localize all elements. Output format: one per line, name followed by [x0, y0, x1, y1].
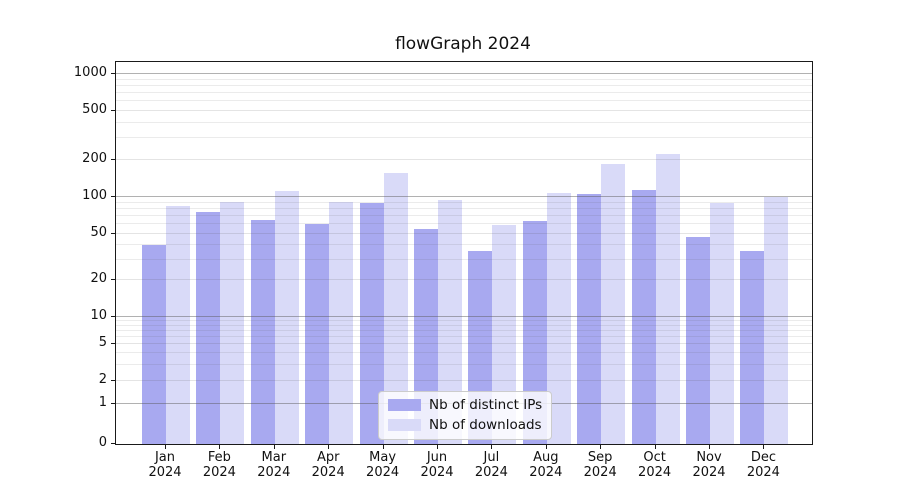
y-tick-label-0: 0 [98, 435, 107, 450]
bar-distinct-ips-oct [631, 190, 656, 444]
y-tick-mark [111, 73, 115, 74]
bar-downloads-nov [710, 202, 734, 444]
y-tick-label-1: 1 [98, 395, 107, 410]
legend-label: Nb of downloads [429, 417, 542, 433]
bar-distinct-ips-dec [740, 250, 765, 444]
bar-distinct-ips-nov [686, 237, 710, 444]
y-tick-mark [111, 279, 115, 280]
y-tick-label-5: 5 [98, 335, 107, 350]
x-tick-mark [491, 445, 493, 449]
legend-label: Nb of distinct IPs [429, 397, 543, 413]
x-tick-mark [437, 445, 438, 449]
bar-distinct-ips-jan [142, 245, 166, 444]
bar-distinct-ips-sep [577, 194, 602, 444]
x-tick-label-sep: Sep 2024 [583, 450, 617, 480]
bar-downloads-apr [329, 202, 354, 444]
y-tick-label-1000: 1000 [73, 65, 107, 80]
y-tick-mark [111, 316, 115, 317]
bar-distinct-ips-mar [250, 220, 275, 444]
y-tick-label-2: 2 [98, 372, 107, 387]
bar-distinct-ips-feb [196, 212, 221, 444]
bar-downloads-mar [274, 191, 299, 444]
legend-item-distinct-ips: Nb of distinct IPs [388, 397, 542, 413]
bar-downloads-oct [655, 154, 680, 444]
legend-swatch-downloads [388, 419, 421, 431]
x-tick-mark [709, 445, 710, 449]
x-tick-label-apr: Apr 2024 [311, 450, 345, 480]
plot-area: Nb of distinct IPs Nb of downloads [115, 61, 813, 445]
x-tick-label-nov: Nov 2024 [692, 450, 726, 480]
bar-downloads-feb [220, 201, 245, 444]
y-tick-label-200: 200 [82, 151, 107, 166]
y-tick-mark [111, 343, 115, 344]
bar-downloads-sep [601, 164, 626, 444]
y-tick-mark [111, 443, 115, 444]
legend-swatch-distinct-ips [388, 399, 421, 411]
bars-layer [116, 62, 812, 444]
y-tick-mark [111, 380, 115, 381]
y-tick-mark [111, 233, 115, 234]
chart-title: flowGraph 2024 [395, 34, 531, 54]
x-tick-mark [545, 445, 547, 449]
x-tick-label-dec: Dec 2024 [746, 450, 780, 480]
y-tick-label-500: 500 [82, 102, 107, 117]
x-tick-label-jul: Jul 2024 [474, 450, 508, 480]
y-tick-label-20: 20 [90, 271, 107, 286]
y-tick-label-100: 100 [82, 188, 107, 203]
x-tick-mark [328, 445, 330, 449]
bar-distinct-ips-apr [305, 224, 330, 444]
y-tick-mark [111, 403, 115, 404]
y-tick-mark [111, 196, 115, 197]
x-tick-label-mar: Mar 2024 [257, 450, 291, 480]
x-tick-label-oct: Oct 2024 [638, 450, 672, 480]
x-tick-label-jan: Jan 2024 [148, 450, 182, 480]
x-tick-label-aug: Aug 2024 [529, 450, 563, 480]
x-tick-mark [273, 445, 275, 449]
y-tick-mark [111, 159, 115, 160]
x-tick-mark [654, 445, 656, 449]
y-tick-label-10: 10 [90, 308, 107, 323]
x-tick-label-may: May 2024 [366, 450, 400, 480]
y-tick-label-50: 50 [90, 225, 107, 240]
x-tick-mark [763, 445, 765, 449]
x-tick-mark [600, 445, 602, 449]
y-tick-mark [111, 110, 115, 111]
x-tick-label-feb: Feb 2024 [202, 450, 236, 480]
legend: Nb of distinct IPs Nb of downloads [378, 391, 553, 440]
x-tick-mark [165, 445, 166, 449]
x-tick-label-jun: Jun 2024 [420, 450, 454, 480]
legend-item-downloads: Nb of downloads [388, 417, 542, 433]
x-tick-mark [219, 445, 221, 449]
bar-downloads-dec [764, 197, 789, 444]
x-tick-mark [382, 445, 384, 449]
bar-downloads-jan [166, 205, 190, 444]
